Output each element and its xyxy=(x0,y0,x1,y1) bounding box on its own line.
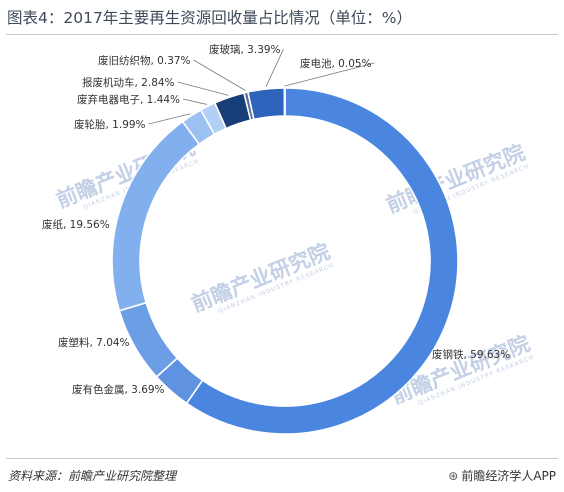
source-note: 资料来源：前瞻产业研究院整理 xyxy=(8,469,177,483)
slice-label-10: 废电池, 0.05% xyxy=(300,57,372,70)
slice-labels: 废钢铁, 59.63% 废有色金属, 3.69% 废塑料, 7.04% 废纸, 19.… xyxy=(42,43,510,396)
slice-4 xyxy=(111,120,201,312)
svg-text:前瞻产业研究院: 前瞻产业研究院 xyxy=(188,239,333,316)
slice-label-4: 废纸, 19.56% xyxy=(42,218,110,231)
slice-label-8: 废旧纺织物, 0.37% xyxy=(98,54,191,67)
leader-line-5 xyxy=(148,113,191,125)
brand-text: 前瞻经济学人APP xyxy=(461,469,556,483)
brand-logo-icon: ⊛ xyxy=(448,468,459,483)
slice-label-7: 报废机动车, 2.84% xyxy=(82,76,175,89)
slice-10 xyxy=(283,87,286,117)
donut-slices xyxy=(111,87,459,435)
slice-9 xyxy=(246,87,286,121)
slice-label-1: 废钢铁, 59.63% xyxy=(432,348,510,361)
slice-label-6: 废弃电器电子, 1.44% xyxy=(77,93,180,106)
leader-line-6 xyxy=(182,98,207,105)
slice-label-5: 废轮胎, 1.99% xyxy=(74,118,146,131)
leader-line-8 xyxy=(193,59,246,91)
leader-line-10 xyxy=(284,62,375,87)
leader-line-9 xyxy=(265,48,284,88)
slice-label-9: 废玻璃, 3.39% xyxy=(209,43,281,56)
footer-divider xyxy=(6,458,558,459)
chart-title: 图表4：2017年主要再生资源回收量占比情况（单位：%） xyxy=(7,9,413,27)
slice-1 xyxy=(185,87,459,435)
slice-label-2: 废有色金属, 3.69% xyxy=(72,383,165,396)
title-divider xyxy=(6,34,558,35)
leader-line-7 xyxy=(177,81,229,96)
brand-mark: ⊛ 前瞻经济学人APP xyxy=(448,467,556,484)
slice-label-3: 废塑料, 7.04% xyxy=(58,336,130,349)
leader-lines xyxy=(148,48,375,125)
